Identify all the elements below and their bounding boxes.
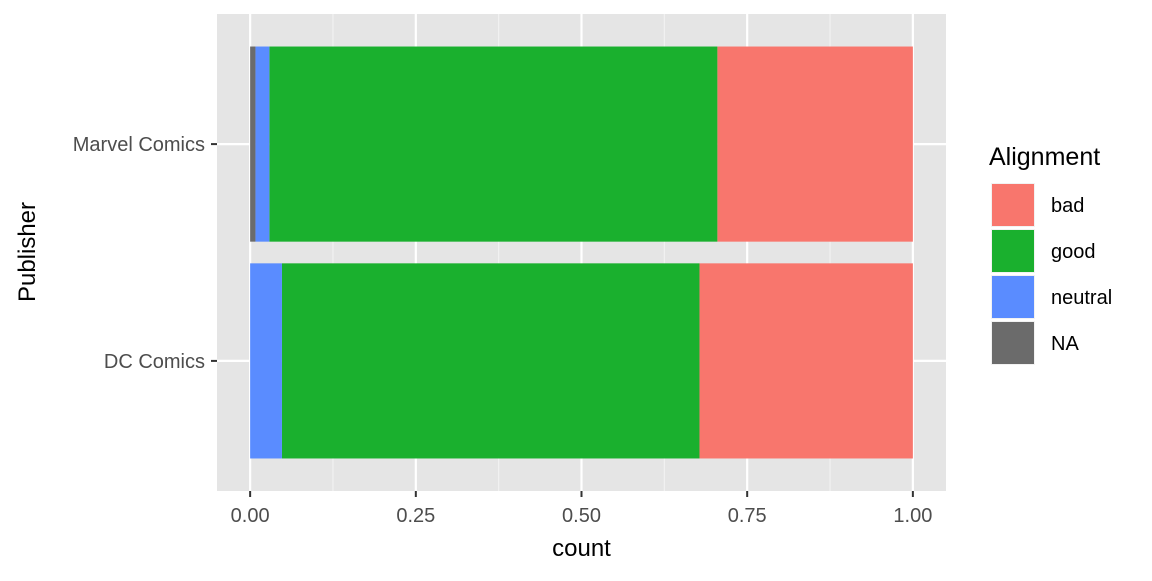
x-tick-label: 0.75: [728, 505, 767, 527]
bar-bad-dc-comics: [699, 263, 913, 459]
bars: [250, 46, 913, 459]
legend: Alignment bad good neutral NA: [989, 143, 1112, 365]
legend-swatch-bad: [992, 184, 1034, 226]
y-tick-label: DC Comics: [104, 351, 205, 373]
bar-na-marvel-comics: [250, 46, 256, 242]
legend-swatch-na: [992, 322, 1034, 364]
x-axis-title: count: [552, 535, 611, 562]
x-tick-label: 0.00: [231, 505, 270, 527]
legend-label: neutral: [1051, 287, 1112, 309]
legend-label: good: [1051, 241, 1096, 263]
legend-label: NA: [1051, 333, 1079, 355]
legend-title: Alignment: [989, 143, 1100, 171]
bar-good-dc-comics: [281, 263, 700, 459]
y-tick-label: Marvel Comics: [73, 134, 205, 156]
x-tick-label: 1.00: [893, 505, 932, 527]
bar-neutral-marvel-comics: [255, 46, 270, 242]
legend-swatch-good: [992, 230, 1034, 272]
legend-items: bad good neutral NA: [991, 183, 1112, 365]
x-tick-label: 0.25: [396, 505, 435, 527]
x-axis: 0.00 0.25 0.50 0.75 1.00: [231, 491, 932, 527]
y-axis-title: Publisher: [14, 202, 41, 302]
legend-swatch-neutral: [992, 276, 1034, 318]
bar-bad-marvel-comics: [717, 46, 913, 242]
legend-label: bad: [1051, 195, 1084, 217]
bar-good-marvel-comics: [269, 46, 718, 242]
bar-neutral-dc-comics: [250, 263, 282, 459]
x-tick-label: 0.50: [562, 505, 601, 527]
y-axis: Marvel Comics DC Comics: [73, 134, 217, 373]
